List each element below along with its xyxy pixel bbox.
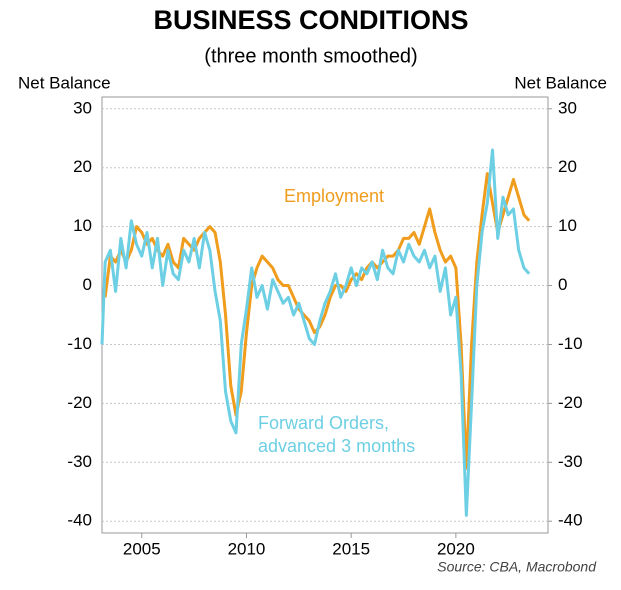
x-tick-label: 2020 <box>437 539 475 558</box>
y2-tick-label: -40 <box>558 511 583 530</box>
annotation: advanced 3 months <box>258 436 415 456</box>
y-tick-label: -10 <box>67 334 92 353</box>
source-note: Source: CBA, Macrobond <box>437 559 597 575</box>
annotation: Forward Orders, <box>258 413 389 433</box>
y-tick-label: 30 <box>73 98 92 117</box>
y-tick-label: 0 <box>83 275 92 294</box>
x-tick-label: 2010 <box>228 539 266 558</box>
y2-axis-label: Net Balance <box>514 73 607 92</box>
y-tick-label: 10 <box>73 216 92 235</box>
y-axis-label: Net Balance <box>18 73 111 92</box>
y2-tick-label: -30 <box>558 452 583 471</box>
y2-tick-label: 0 <box>558 275 567 294</box>
chart-title: BUSINESS CONDITIONS <box>153 5 468 35</box>
y2-tick-label: 10 <box>558 216 577 235</box>
annotation: Employment <box>284 186 384 206</box>
x-tick-label: 2005 <box>123 539 161 558</box>
y-tick-label: 20 <box>73 157 92 176</box>
data-line <box>100 148 531 517</box>
x-tick-label: 2015 <box>332 539 370 558</box>
y-tick-label: -30 <box>67 452 92 471</box>
y2-tick-label: 30 <box>558 98 577 117</box>
y2-tick-label: -10 <box>558 334 583 353</box>
y-tick-label: -20 <box>67 393 92 412</box>
y2-tick-label: -20 <box>558 393 583 412</box>
y2-tick-label: 20 <box>558 157 577 176</box>
chart-subtitle: (three month smoothed) <box>204 45 417 67</box>
y-tick-label: -40 <box>67 511 92 530</box>
